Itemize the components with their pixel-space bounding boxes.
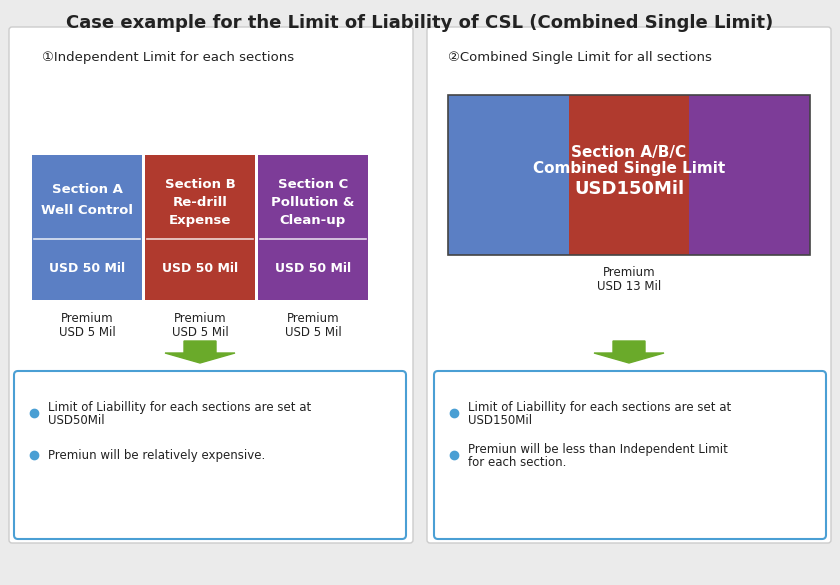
Text: Clean-up: Clean-up	[280, 214, 346, 227]
FancyBboxPatch shape	[14, 371, 406, 539]
FancyBboxPatch shape	[427, 27, 831, 543]
Text: USD 50 Mil: USD 50 Mil	[162, 261, 238, 274]
Text: Premium: Premium	[174, 311, 226, 325]
Bar	[145, 155, 255, 300]
Text: Well Control: Well Control	[41, 204, 133, 216]
Text: Premiun will be relatively expensive.: Premiun will be relatively expensive.	[48, 449, 265, 462]
Bar	[690, 95, 810, 255]
Text: Section B: Section B	[165, 177, 235, 191]
Text: Re-drill: Re-drill	[172, 197, 228, 209]
Text: Limit of Liabillity for each sections are set at: Limit of Liabillity for each sections ar…	[468, 401, 732, 414]
FancyBboxPatch shape	[9, 27, 413, 543]
Bar	[448, 95, 569, 255]
FancyBboxPatch shape	[434, 371, 826, 539]
Bar	[448, 95, 810, 255]
Polygon shape	[165, 341, 235, 363]
Text: USD 5 Mil: USD 5 Mil	[285, 325, 341, 339]
Text: Expense: Expense	[169, 214, 231, 227]
Text: USD 5 Mil: USD 5 Mil	[59, 325, 115, 339]
Text: Combined Single Limit: Combined Single Limit	[533, 161, 725, 177]
Text: ①Independent Limit for each sections: ①Independent Limit for each sections	[42, 51, 294, 64]
Text: ②Combined Single Limit for all sections: ②Combined Single Limit for all sections	[448, 51, 711, 64]
Text: Case example for the Limit of Liability of CSL (Combined Single Limit): Case example for the Limit of Liability …	[66, 14, 774, 32]
Text: USD 13 Mil: USD 13 Mil	[597, 280, 661, 294]
Bar	[32, 155, 142, 300]
Text: USD 50 Mil: USD 50 Mil	[49, 261, 125, 274]
Text: USD 5 Mil: USD 5 Mil	[171, 325, 228, 339]
Text: Premiun will be less than Independent Limit: Premiun will be less than Independent Li…	[468, 442, 728, 456]
Text: Pollution &: Pollution &	[271, 197, 354, 209]
Text: Premium: Premium	[60, 311, 113, 325]
Text: Section A: Section A	[51, 183, 123, 197]
Bar	[258, 155, 368, 300]
Text: Section A/B/C: Section A/B/C	[571, 146, 686, 160]
Polygon shape	[594, 341, 664, 363]
Text: Premium: Premium	[602, 267, 655, 280]
Text: USD150Mil: USD150Mil	[574, 180, 684, 198]
Bar	[569, 95, 690, 255]
Text: Premium: Premium	[286, 311, 339, 325]
Text: USD50Mil: USD50Mil	[48, 415, 105, 428]
Text: USD150Mil: USD150Mil	[468, 415, 532, 428]
Text: USD 50 Mil: USD 50 Mil	[275, 261, 351, 274]
Text: for each section.: for each section.	[468, 456, 566, 470]
Text: Limit of Liabillity for each sections are set at: Limit of Liabillity for each sections ar…	[48, 401, 312, 414]
Text: Section C: Section C	[278, 177, 348, 191]
